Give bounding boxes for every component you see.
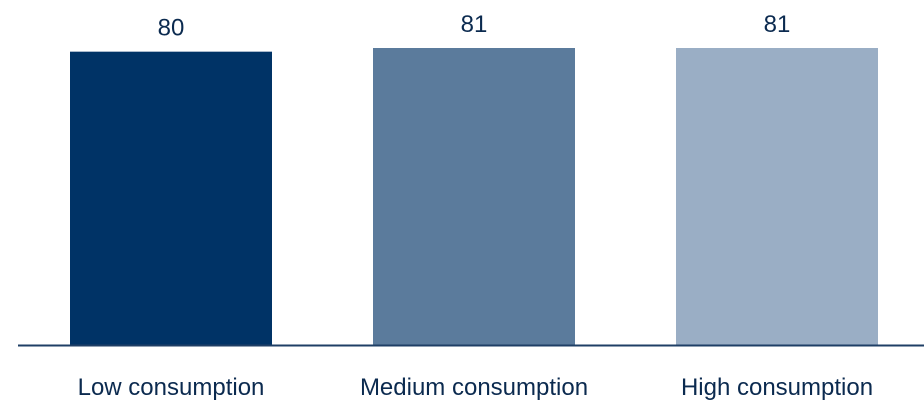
bar-high-consumption <box>676 48 878 345</box>
bar-medium-consumption <box>373 48 575 345</box>
value-labels-group: 80 81 81 <box>158 11 791 42</box>
value-label: 81 <box>461 11 488 38</box>
bar-low-consumption <box>70 51 272 346</box>
category-label: High consumption <box>681 374 873 401</box>
category-labels-group: Low consumption Medium consumption High co… <box>78 374 873 401</box>
value-label: 81 <box>764 11 791 38</box>
bars-group <box>70 48 878 346</box>
category-label: Medium consumption <box>360 374 588 401</box>
category-label: Low consumption <box>78 374 265 401</box>
value-label: 80 <box>158 15 185 42</box>
